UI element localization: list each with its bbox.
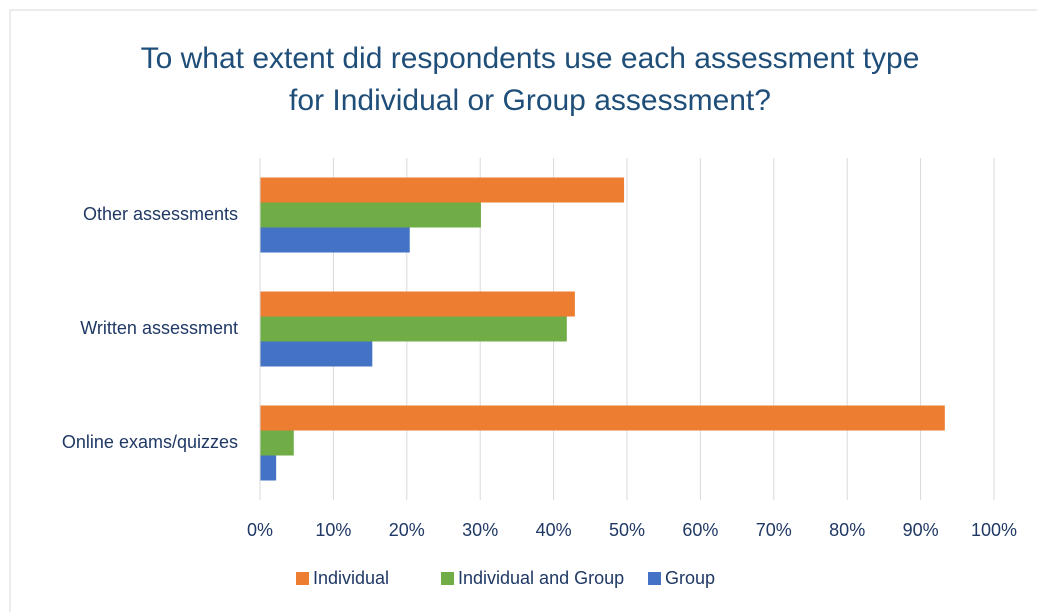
y-tick-label: Online exams/quizzes [62,432,238,452]
legend-swatch [441,572,454,585]
legend-label: Group [665,568,715,588]
legend-label: Individual and Group [458,568,624,588]
chart-title: To what extent did respondents use each … [140,42,920,117]
bar [260,430,294,456]
bar [260,455,277,481]
x-tick-label: 10% [315,520,351,540]
x-tick-label: 100% [971,520,1017,540]
bar [260,316,567,342]
bar [260,227,410,253]
bar [260,177,625,203]
x-tick-label: 90% [903,520,939,540]
x-tick-label: 70% [756,520,792,540]
legend-label: Individual [313,568,389,588]
chart-border [9,9,1037,612]
bar [260,341,373,367]
legend-swatch [648,572,661,585]
x-tick-label: 80% [829,520,865,540]
y-tick-label: Other assessments [83,204,238,224]
bar [260,405,945,431]
x-tick-label: 20% [389,520,425,540]
x-tick-label: 30% [462,520,498,540]
x-tick-label: 50% [609,520,645,540]
x-tick-label: 0% [247,520,273,540]
x-tick-label: 40% [536,520,572,540]
bar [260,291,575,317]
bar [260,202,481,228]
legend-swatch [296,572,309,585]
y-tick-label: Written assessment [80,318,238,338]
x-tick-label: 60% [682,520,718,540]
